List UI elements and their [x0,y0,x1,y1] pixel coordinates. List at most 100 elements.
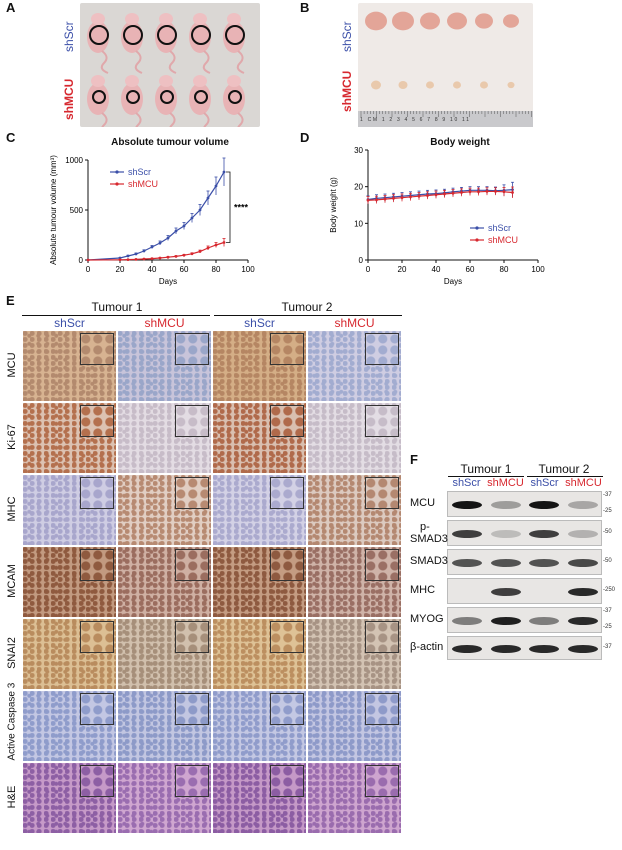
blot-row-label: SMAD3 [410,555,448,567]
mouse [223,13,245,74]
histology-image [212,762,307,834]
x-tick-label: 20 [116,265,125,274]
molecular-weight-marker: -250 [603,587,616,593]
molecular-weight-marker: -37 [603,492,612,498]
data-point [460,191,463,194]
tumour-shscr [392,11,414,31]
data-point [451,191,455,195]
data-point [158,241,162,245]
panel-label-f: F [410,452,418,467]
blot-band [529,645,559,653]
mouse [87,75,109,127]
data-point [375,198,378,202]
data-point [206,196,210,200]
mouse [121,75,143,127]
data-point [485,190,489,193]
blot-band [452,617,482,625]
data-point [511,191,514,194]
histology-image [117,618,212,690]
y-tick-label: 500 [70,206,84,215]
data-point [426,194,429,197]
tumour-circle-marker [228,90,242,104]
blot-strip [447,636,602,660]
blot-band [490,588,521,596]
data-point [222,170,226,174]
blot-band [452,559,482,567]
zoom-inset [175,405,209,437]
histology-image [212,330,307,402]
data-point [142,249,146,253]
zoom-inset [175,693,209,725]
data-point [134,258,138,261]
blot-band [452,530,482,538]
y-tick-label: 20 [354,183,363,192]
histology-image [307,474,402,546]
zoom-inset [80,693,114,725]
histology-image [117,474,212,546]
panel-f-col-2: shMCU [487,477,524,489]
data-point [118,258,122,262]
blot-band [490,559,521,567]
blot-band [490,530,521,538]
panel-f-tumour1-line [448,476,524,477]
legend-label: shScr [488,223,511,233]
blot-strip [447,549,602,575]
blot-strip [447,607,602,633]
histology-image [307,330,402,402]
ruler-label: 1 CM 1 2 3 4 5 6 7 8 9 10 11 [360,117,471,123]
blot-band [490,617,521,625]
molecular-weight-marker: -50 [603,558,612,564]
chart-c-title: Absolute tumour volume [111,137,229,148]
panel-b-shmcu-label: shMCU [340,70,354,112]
data-point [150,257,154,260]
legend-label: shScr [128,167,151,177]
data-point [182,253,186,257]
histology-image [22,474,117,546]
blot-row-label: MYOG [410,613,444,625]
zoom-inset [270,333,304,365]
histology-image [22,546,117,618]
tumour-shscr [475,13,493,29]
panel-label-a: A [6,0,16,15]
zoom-inset [270,477,304,509]
blot-band [490,645,521,653]
histology-image [307,546,402,618]
data-point [206,246,210,250]
mouse [155,75,177,127]
blot-row-label: MHC [410,584,436,596]
tumour-circle-marker [160,90,174,104]
zoom-inset [270,549,304,581]
tumour-circle-marker [126,90,140,104]
tumour-shmcu [398,80,408,90]
data-point [126,254,130,258]
zoom-inset [270,765,304,797]
tumour-shmcu [480,81,488,89]
zoom-inset [175,621,209,653]
data-point [502,190,506,194]
mouse [223,75,245,127]
histology-row-label: Active Caspase 3 [6,682,18,761]
tumour-shscr [503,14,519,28]
zoom-inset [365,405,399,437]
molecular-weight-marker: -25 [603,508,612,514]
legend-label: shMCU [128,179,158,189]
x-tick-label: 20 [398,265,407,274]
histology-image [212,690,307,762]
data-point [182,224,186,228]
data-point [494,190,497,193]
x-tick-label: 100 [531,265,545,274]
blot-band [567,559,598,567]
histology-image [117,330,212,402]
blot-band [529,617,559,625]
tumour-circle-marker [123,25,143,45]
mouse [155,13,177,74]
panel-b-shscr-label: shScr [340,21,354,52]
panel-label-b: B [300,0,310,15]
data-point [150,245,154,249]
significance-bracket [226,171,231,243]
histology-image [22,402,117,474]
data-point [214,243,218,247]
zoom-inset [175,477,209,509]
histology-row-label: MCAM [6,564,18,598]
